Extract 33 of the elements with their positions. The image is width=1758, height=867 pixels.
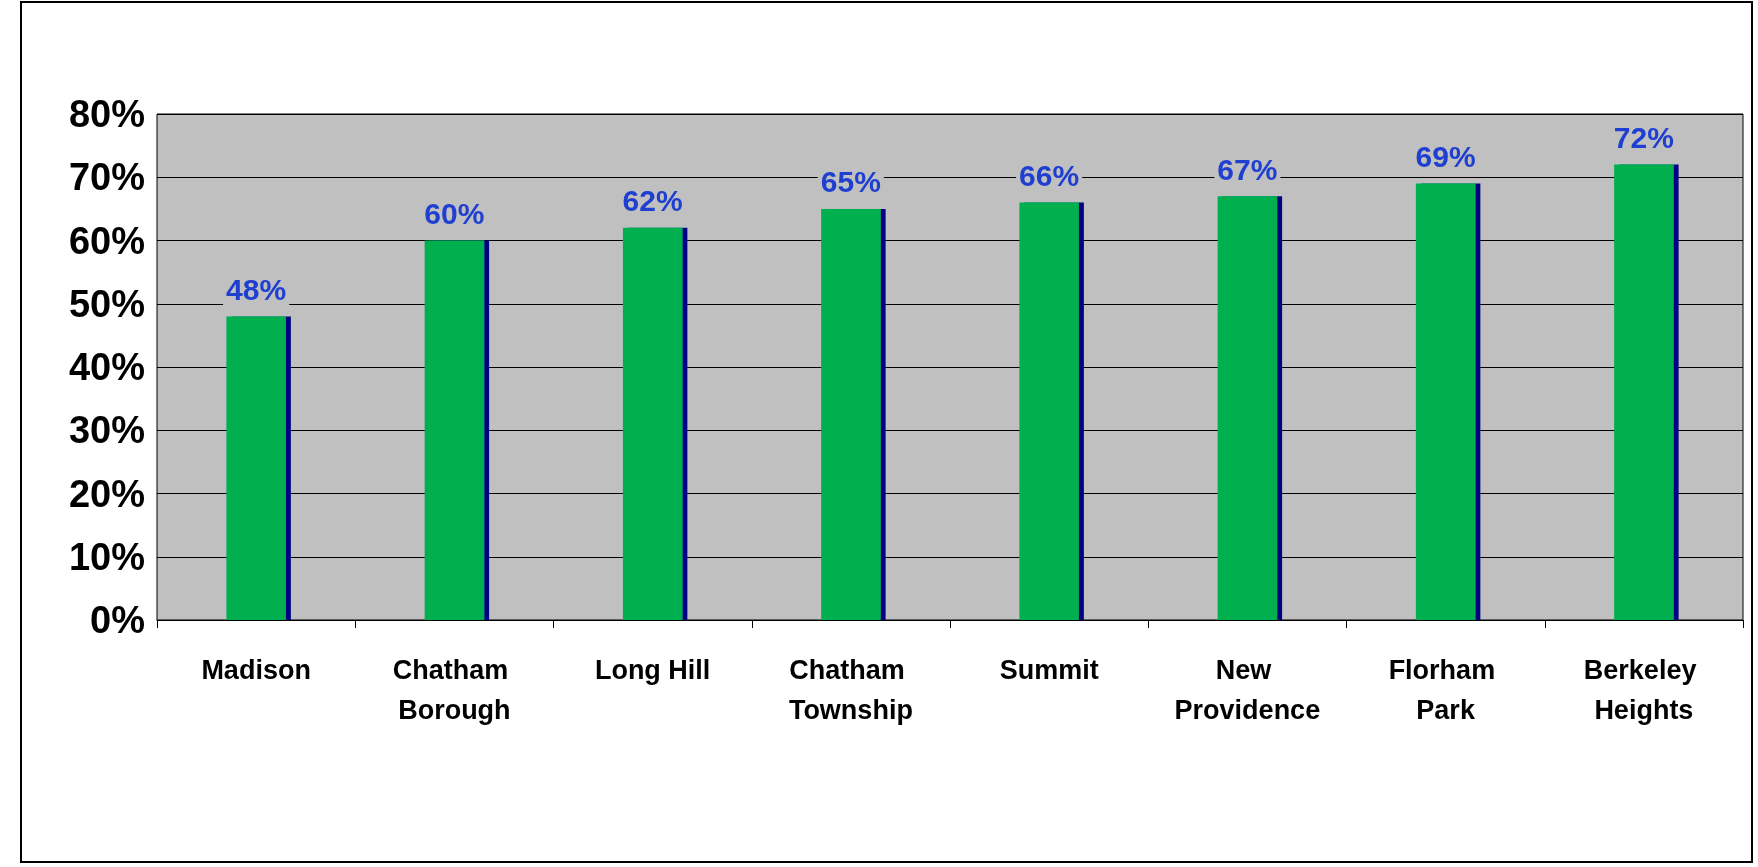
y-tick-label: 80% bbox=[68, 93, 145, 135]
y-tick-label: 10% bbox=[68, 535, 145, 578]
bar bbox=[1415, 183, 1476, 620]
y-tick-label: 50% bbox=[68, 282, 145, 325]
bar bbox=[1217, 196, 1278, 620]
bar bbox=[1614, 164, 1674, 620]
data-label: 48% bbox=[226, 272, 287, 306]
x-tick-label: Chatham Borough bbox=[392, 655, 516, 725]
y-tick-label: 60% bbox=[68, 219, 145, 262]
y-tick-label: 0% bbox=[90, 599, 145, 641]
x-tick-label: Madison bbox=[201, 655, 311, 685]
data-label: 69% bbox=[1415, 140, 1476, 174]
y-tick-label: 70% bbox=[68, 156, 145, 199]
data-label: 66% bbox=[1019, 159, 1080, 193]
data-label: 60% bbox=[424, 197, 485, 230]
x-tick-label: Summit bbox=[999, 655, 1099, 685]
y-tick-label: 30% bbox=[68, 409, 145, 452]
data-label: 67% bbox=[1217, 152, 1278, 186]
x-tick-label: New Providence bbox=[1174, 655, 1321, 725]
x-tick-label: Florham Park bbox=[1388, 655, 1503, 725]
y-tick-label: 20% bbox=[68, 472, 145, 515]
bar bbox=[226, 316, 286, 620]
data-label: 72% bbox=[1613, 121, 1674, 155]
data-label: 65% bbox=[820, 165, 881, 199]
x-tick-label: Berkeley Heights bbox=[1583, 655, 1704, 725]
x-tick-label: Long Hill bbox=[594, 655, 711, 685]
data-label: 62% bbox=[622, 184, 683, 218]
bar bbox=[1019, 202, 1079, 620]
bar bbox=[622, 227, 683, 620]
x-tick-label: Chatham Township bbox=[788, 655, 913, 725]
bar bbox=[821, 208, 881, 620]
y-tick-label: 40% bbox=[68, 346, 145, 388]
bar bbox=[424, 240, 485, 620]
